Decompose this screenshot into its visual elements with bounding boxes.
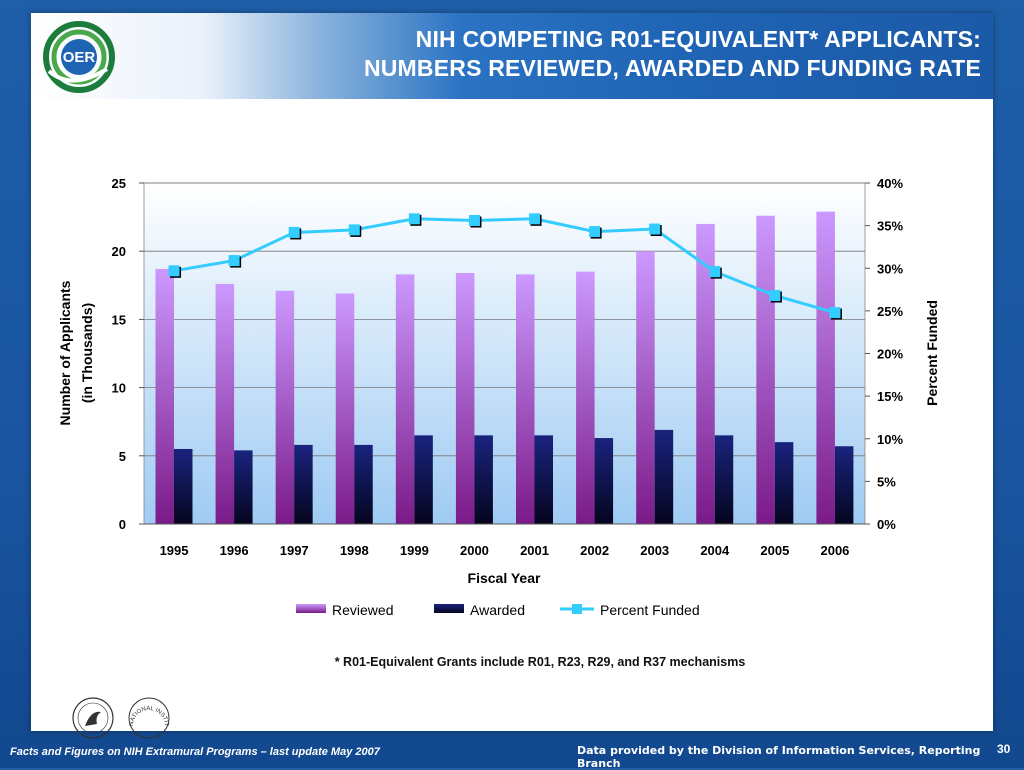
x-tick-label: 1996 xyxy=(220,543,249,558)
bar-awarded xyxy=(174,448,193,524)
hhs-seal-icon xyxy=(72,697,114,739)
y2-tick-label: 20% xyxy=(877,347,903,362)
x-axis-label: Fiscal Year xyxy=(468,570,541,586)
bar-awarded xyxy=(774,442,794,524)
percent-line xyxy=(168,213,842,320)
legend-swatch-reviewed xyxy=(296,604,326,613)
percent-marker xyxy=(529,213,541,225)
slide-title-line2: NUMBERS REVIEWED, AWARDED AND FUNDING RA… xyxy=(363,55,981,81)
x-tick-label: 1998 xyxy=(340,543,369,558)
y-tick-label: 25 xyxy=(112,176,126,191)
bar-reviewed xyxy=(335,293,355,524)
y2-tick-label: 10% xyxy=(877,432,903,447)
gridlines xyxy=(144,182,865,457)
bar-awarded xyxy=(294,444,313,524)
x-tick-label: 2006 xyxy=(820,543,849,558)
y2-tick-label: 35% xyxy=(877,219,903,234)
legend-marker-percent-funded xyxy=(572,604,582,614)
footer-data-source: Data provided by the Division of Informa… xyxy=(577,744,981,770)
bar-reviewed xyxy=(576,271,595,524)
y-tick-label: 15 xyxy=(112,312,126,327)
bar-awarded xyxy=(474,435,493,524)
bar-reviewed xyxy=(155,268,174,524)
bar-awarded xyxy=(534,435,553,524)
y2-tick-label: 30% xyxy=(877,261,903,276)
x-tick-label: 2000 xyxy=(460,543,489,558)
percent-marker xyxy=(589,226,601,238)
bar-reviewed xyxy=(275,290,295,524)
axes: 0 5 10 15 20 25 0% 5% 10% 15% 20% 25% 30% 35% 40% 1995 1… xyxy=(112,176,904,558)
oer-logo: OER xyxy=(41,19,121,95)
y2-tick-label: 40% xyxy=(877,176,903,191)
y2-tick-label: 15% xyxy=(877,389,903,404)
bar-reviewed xyxy=(756,215,775,524)
x-tick-label: 2002 xyxy=(580,543,609,558)
bar-reviewed xyxy=(395,274,415,524)
y-tick-label: 5 xyxy=(119,449,126,464)
bar-reviewed xyxy=(696,223,715,525)
x-tick-label: 2005 xyxy=(760,543,789,558)
percent-marker xyxy=(228,255,240,267)
percent-marker xyxy=(468,215,480,227)
percent-funded-line xyxy=(173,217,836,315)
legend-label-reviewed: Reviewed xyxy=(332,602,393,618)
percent-marker xyxy=(288,226,300,238)
bar-awarded xyxy=(414,435,433,524)
x-tick-label: 1995 xyxy=(160,543,189,558)
bar-reviewed xyxy=(816,211,835,525)
bar-reviewed xyxy=(516,274,535,524)
y2-tick-label: 25% xyxy=(877,304,903,319)
bar-awarded xyxy=(834,446,854,524)
bar-awarded xyxy=(654,429,674,524)
percent-marker xyxy=(769,290,781,302)
legend-swatch-awarded xyxy=(434,604,464,613)
y-tick-label: 0 xyxy=(119,517,126,532)
x-tick-label: 1999 xyxy=(400,543,429,558)
x-tick-label: 1997 xyxy=(280,543,309,558)
y-tick-label: 10 xyxy=(112,381,126,396)
footnote: * R01-Equivalent Grants include R01, R23… xyxy=(334,655,746,669)
percent-marker xyxy=(649,223,661,235)
bar-awarded xyxy=(234,450,253,524)
percent-marker xyxy=(709,266,721,278)
x-tick-label: 2001 xyxy=(520,543,549,558)
legend-label-awarded: Awarded xyxy=(470,602,525,618)
bar-reviewed xyxy=(215,283,235,524)
bars xyxy=(155,211,854,525)
bar-awarded xyxy=(354,444,373,524)
y2-axis-label: Percent Funded xyxy=(924,300,940,406)
y-axis-label-line2: (in Thousands) xyxy=(79,303,95,403)
x-tick-label: 2004 xyxy=(700,543,730,558)
title-bar: OER NIH COMPETING R01-EQUIVALENT* APPLIC… xyxy=(31,13,993,99)
percent-marker xyxy=(829,307,841,319)
x-tick-label: 2003 xyxy=(640,543,669,558)
bar-reviewed xyxy=(636,251,655,524)
bar-reviewed xyxy=(455,273,475,524)
legend: Reviewed Awarded Percent Funded xyxy=(296,602,700,618)
percent-marker xyxy=(348,224,360,236)
y-tick-label: 20 xyxy=(112,244,126,259)
slide-title-line1: NIH COMPETING R01-EQUIVALENT* APPLICANTS… xyxy=(415,26,981,52)
page-number: 30 xyxy=(997,742,1011,756)
agency-logos: NATIONAL INSTITUTES OF HEALTH xyxy=(69,692,181,740)
bar-awarded xyxy=(714,435,734,524)
plot-area xyxy=(143,182,866,525)
bar-awarded xyxy=(594,438,614,524)
y2-tick-label: 5% xyxy=(877,474,896,489)
legend-label-percent-funded: Percent Funded xyxy=(600,602,700,618)
oer-logo-text: OER xyxy=(63,49,96,66)
slide-title: NIH COMPETING R01-EQUIVALENT* APPLICANTS… xyxy=(281,25,981,83)
y-axis-label-line1: Number of Applicants xyxy=(57,280,73,425)
footer-left-text: Facts and Figures on NIH Extramural Prog… xyxy=(10,746,380,758)
percent-marker xyxy=(408,213,420,225)
y2-tick-label: 0% xyxy=(877,517,896,532)
percent-marker xyxy=(168,265,180,277)
